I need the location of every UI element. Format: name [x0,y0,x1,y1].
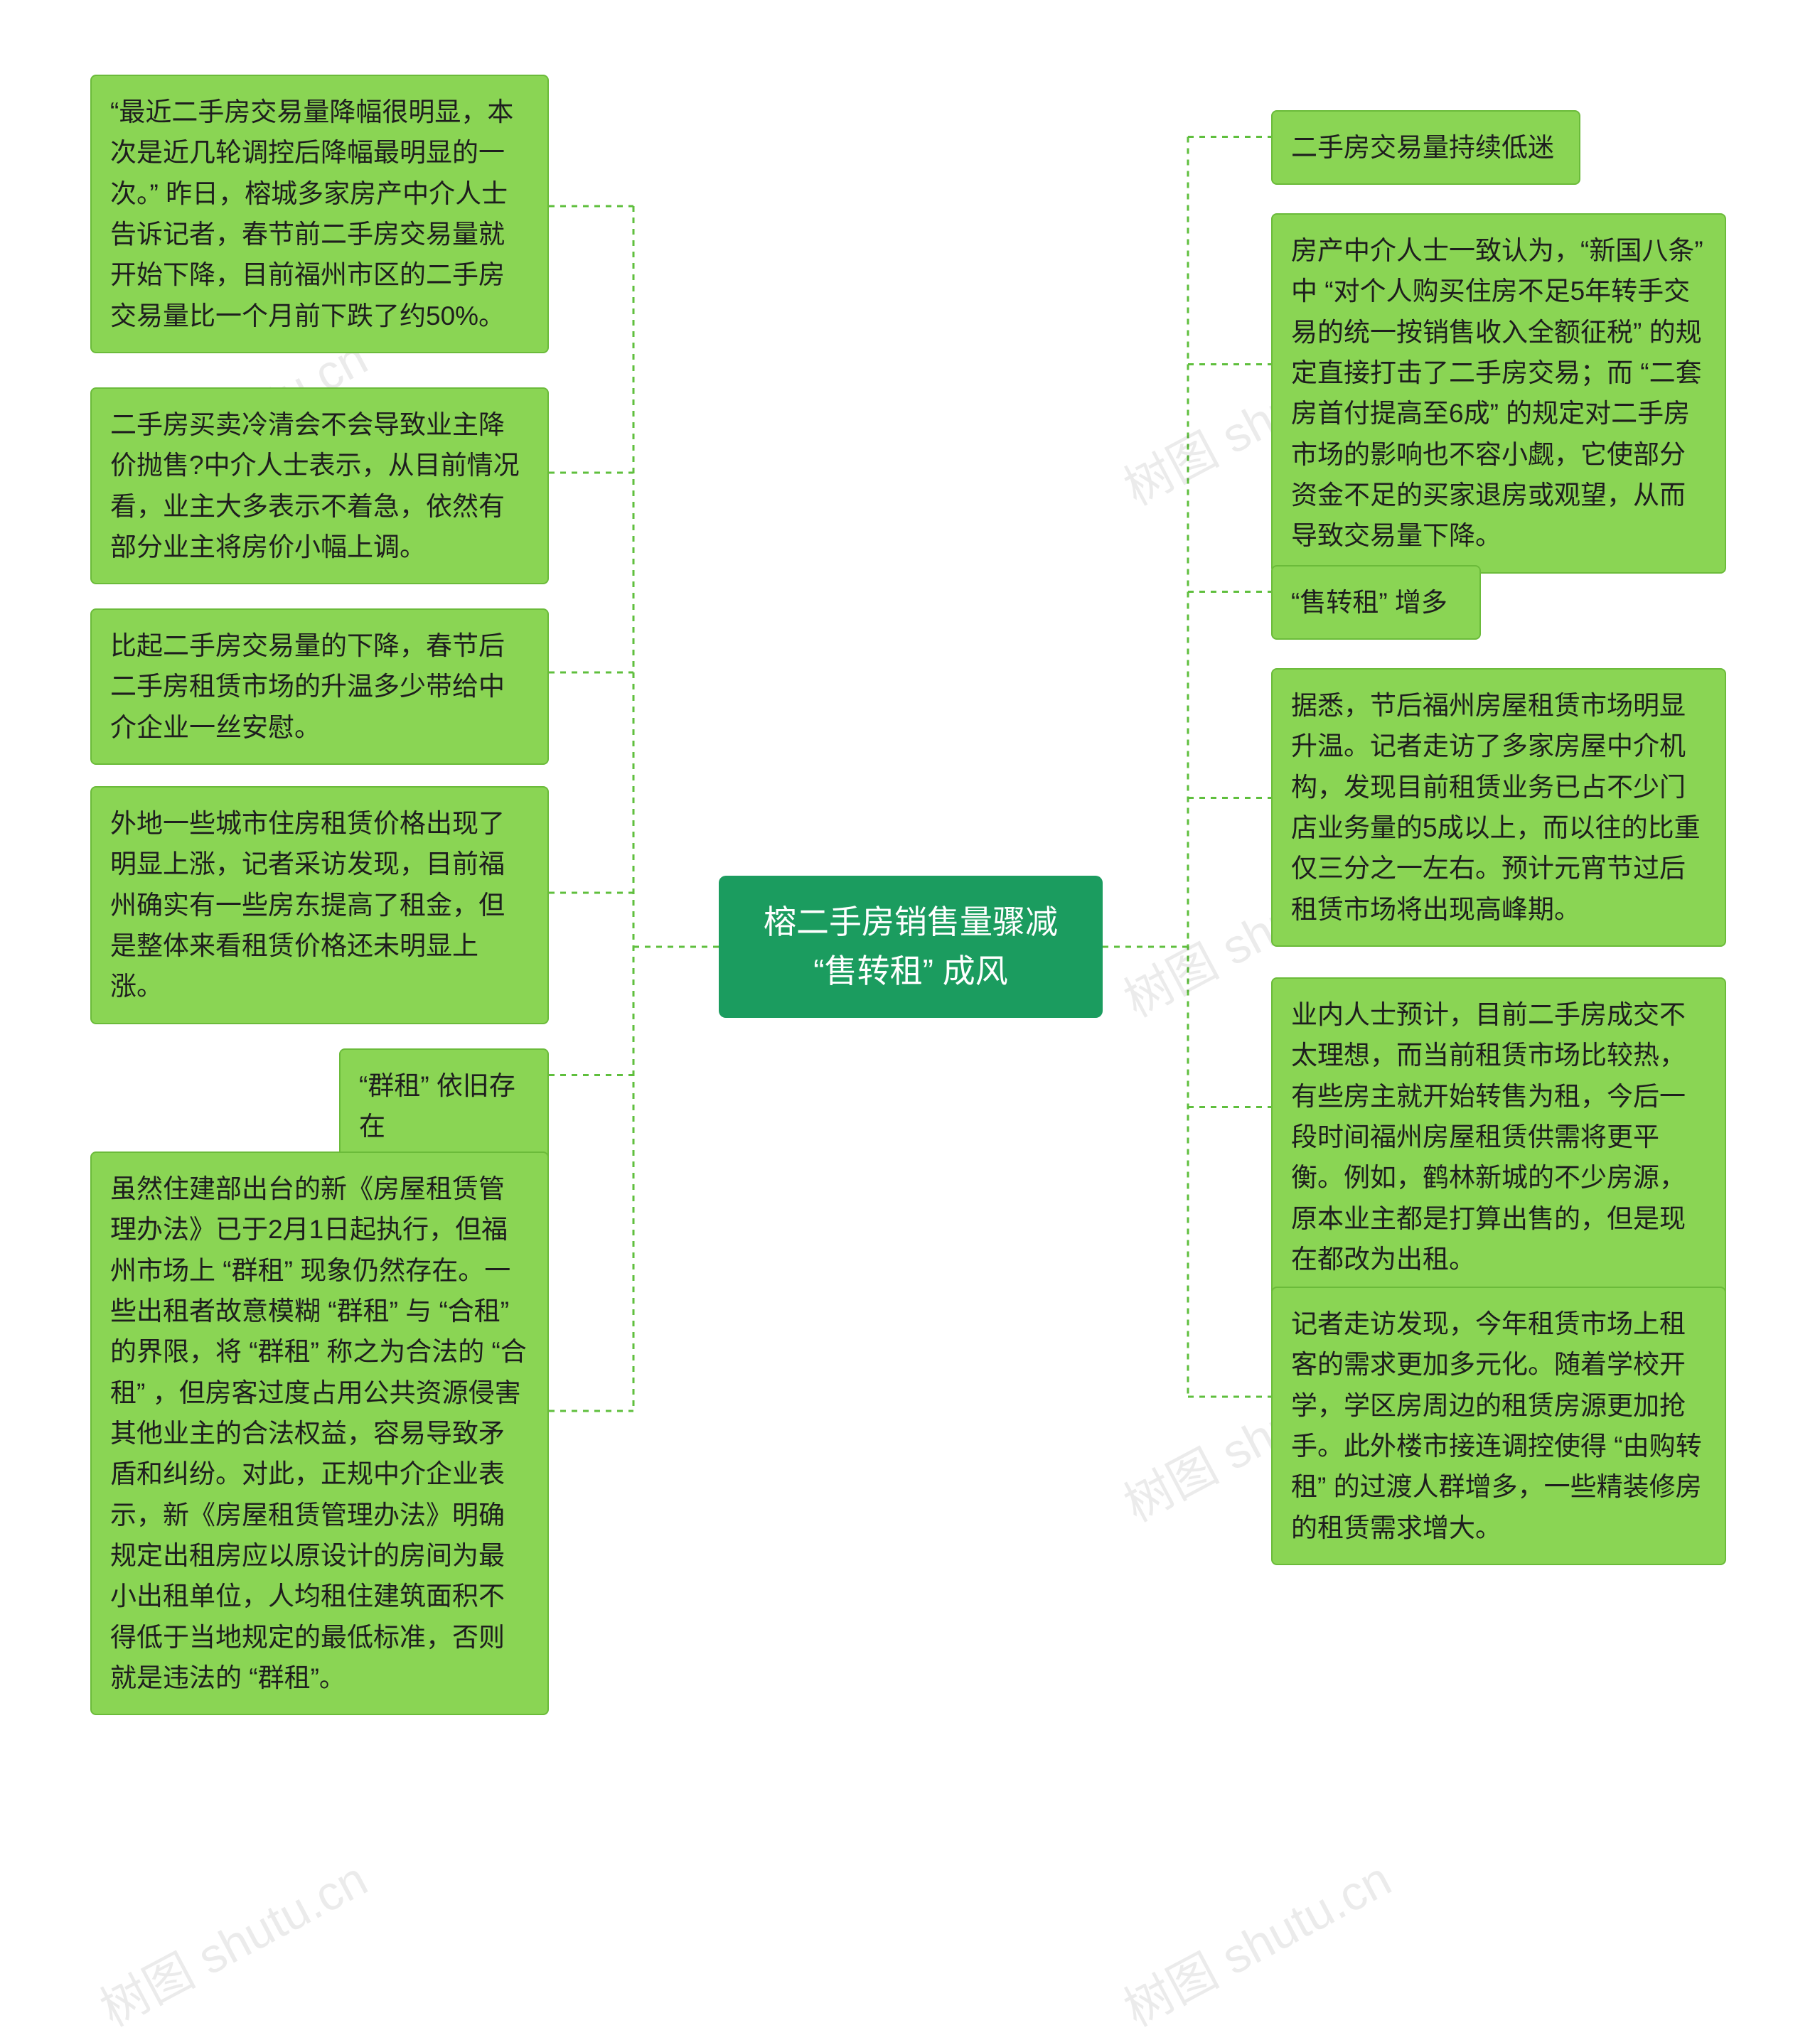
left-node-5: 虽然住建部出台的新《房屋租赁管理办法》已于2月1日起执行，但福州市场上 “群租”… [90,1151,549,1715]
right-node-5-text: 记者走访发现，今年租赁市场上租客的需求更加多元化。随着学校开学，学区房周边的租赁… [1291,1309,1702,1542]
right-node-4: 业内人士预计，目前二手房成交不太理想，而当前租赁市场比较热，有些房主就开始转售为… [1271,977,1726,1297]
watermark-7: 树图 shutu.cn [1110,1840,1401,2040]
left-node-2: 比起二手房交易量的下降，春节后二手房租赁市场的升温多少带给中介企业一丝安慰。 [90,608,549,765]
left-node-4: “群租” 依旧存在 [339,1048,549,1164]
left-node-1: 二手房买卖冷清会不会导致业主降价抛售?中介人士表示，从目前情况看，业主大多表示不… [90,387,549,584]
right-node-4-text: 业内人士预计，目前二手房成交不太理想，而当前租赁市场比较热，有些房主就开始转售为… [1291,1000,1686,1274]
right-node-2: “售转租” 增多 [1271,565,1481,640]
right-node-0-text: 二手房交易量持续低迷 [1291,133,1554,162]
left-node-2-text: 比起二手房交易量的下降，春节后二手房租赁市场的升温多少带给中介企业一丝安慰。 [110,631,505,742]
right-node-3: 据悉，节后福州房屋租赁市场明显升温。记者走访了多家房屋中介机构，发现目前租赁业务… [1271,668,1726,947]
left-node-5-text: 虽然住建部出台的新《房屋租赁管理办法》已于2月1日起执行，但福州市场上 “群租”… [110,1174,527,1692]
mindmap-canvas: 树图 shutu.cn树图 shutu.cn树图 shutu.cn树图 shut… [0,0,1820,2026]
left-node-3-text: 外地一些城市住房租赁价格出现了明显上涨，记者采访发现，目前福州确实有一些房东提高… [110,809,505,1001]
left-node-0: “最近二手房交易量降幅很明显，本次是近几轮调控后降幅最明显的一次。” 昨日，榕城… [90,75,549,353]
right-node-2-text: “售转租” 增多 [1291,588,1447,617]
right-node-1: 房产中介人士一致认为，“新国八条” 中 “对个人购买住房不足5年转手交易的统一按… [1271,213,1726,574]
right-node-5: 记者走访发现，今年租赁市场上租客的需求更加多元化。随着学校开学，学区房周边的租赁… [1271,1287,1726,1565]
right-node-0: 二手房交易量持续低迷 [1271,110,1580,185]
center-topic: 榕二手房销售量骤减 “售转租” 成风 [719,876,1103,1018]
watermark-6: 树图 shutu.cn [86,1840,378,2040]
left-node-1-text: 二手房买卖冷清会不会导致业主降价抛售?中介人士表示，从目前情况看，业主大多表示不… [110,410,520,562]
right-node-3-text: 据悉，节后福州房屋租赁市场明显升温。记者走访了多家房屋中介机构，发现目前租赁业务… [1291,691,1701,924]
left-node-4-text: “群租” 依旧存在 [359,1071,515,1141]
center-topic-text: 榕二手房销售量骤减 “售转租” 成风 [740,898,1081,996]
right-node-1-text: 房产中介人士一致认为，“新国八条” 中 “对个人购买住房不足5年转手交易的统一按… [1291,236,1703,550]
left-node-3: 外地一些城市住房租赁价格出现了明显上涨，记者采访发现，目前福州确实有一些房东提高… [90,786,549,1024]
left-node-0-text: “最近二手房交易量降幅很明显，本次是近几轮调控后降幅最明显的一次。” 昨日，榕城… [110,97,513,331]
